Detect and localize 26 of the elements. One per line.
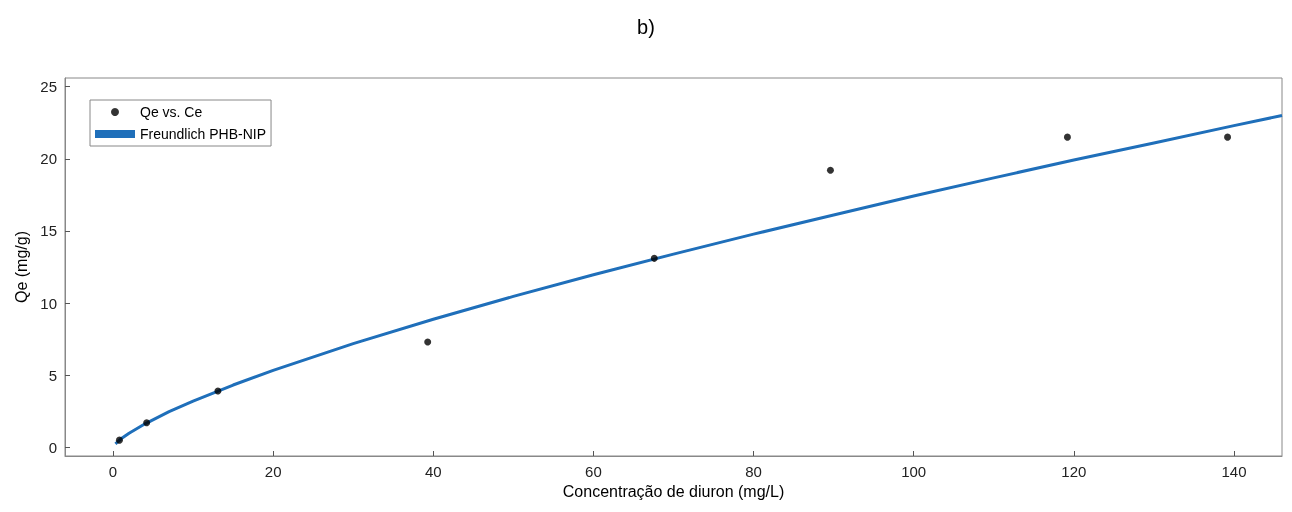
y-tick-label: 0 — [48, 438, 57, 456]
x-tick-label: 120 — [1061, 463, 1087, 480]
y-tick-label: 5 — [48, 366, 57, 384]
x-tick-label: 80 — [745, 463, 762, 480]
y-tick-label: 20 — [40, 150, 57, 168]
x-tick-label: 40 — [424, 463, 442, 480]
x-tick-label: 140 — [1221, 463, 1247, 480]
y-tick-label: 10 — [40, 294, 57, 312]
point — [1063, 133, 1071, 141]
point — [826, 166, 834, 174]
point — [115, 436, 123, 444]
x-tick-label: 60 — [585, 463, 602, 480]
point — [143, 419, 151, 427]
legend-label: Freundlich PHB-NIP — [140, 126, 267, 142]
point — [424, 338, 432, 346]
point — [1224, 133, 1232, 141]
y-tick-label: 15 — [40, 222, 57, 240]
y-tick-label: 25 — [40, 78, 57, 96]
x-tick-label: 100 — [901, 463, 927, 480]
chart-title: b) — [637, 16, 655, 38]
x-tick-label: 20 — [264, 463, 282, 480]
y-axis-title: Qe (mg/g) — [12, 230, 30, 304]
x-axis-title: Concentração de diuron (mg/L) — [562, 483, 785, 501]
legend-label: Qe vs. Ce — [140, 104, 203, 120]
x-tick-label: 0 — [108, 463, 118, 480]
point — [650, 254, 658, 262]
